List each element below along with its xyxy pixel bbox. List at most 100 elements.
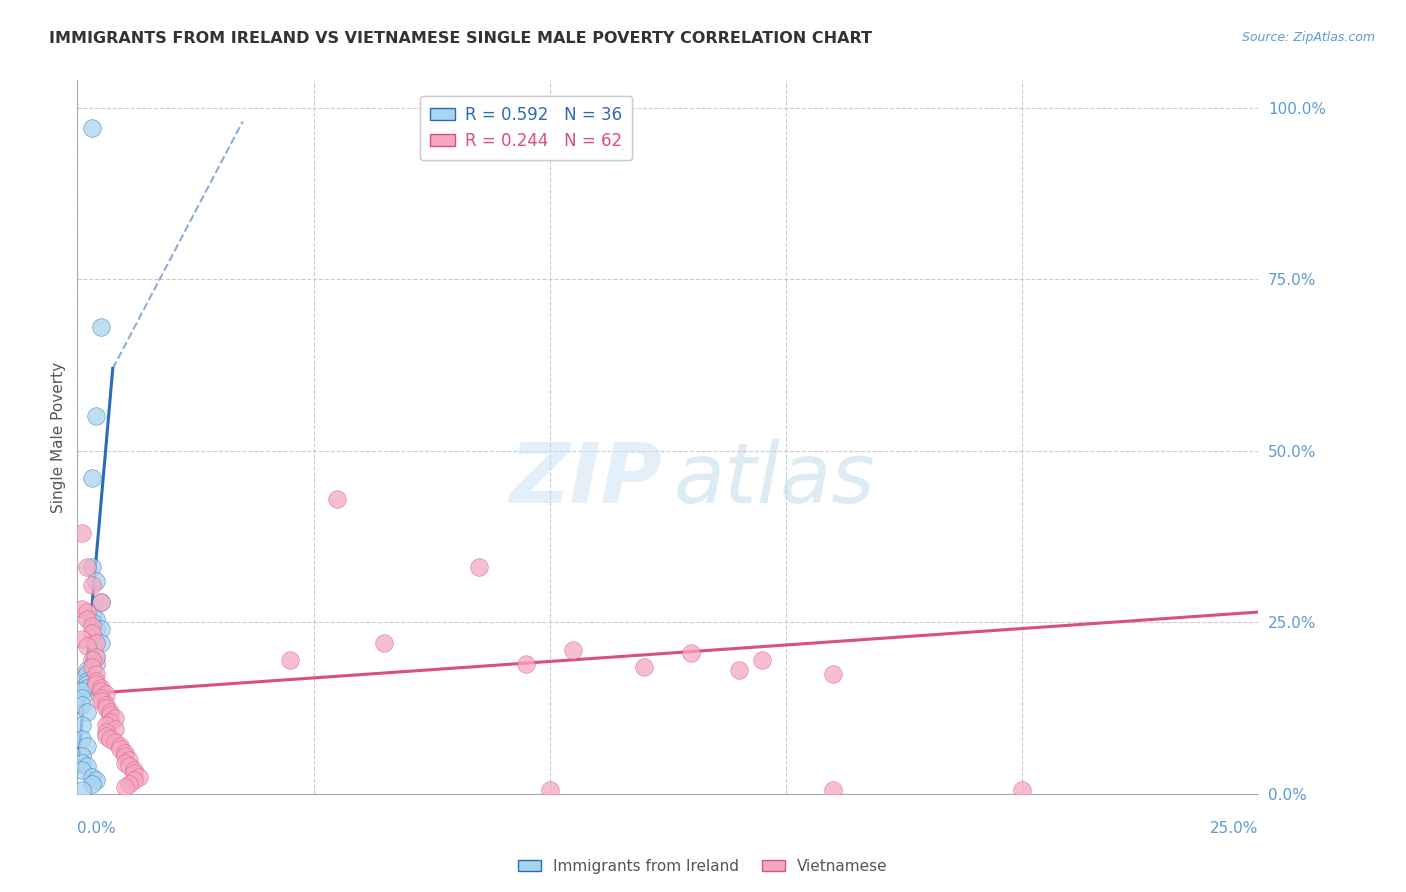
Point [80,121,103,136]
Point [114,756,136,770]
Point [84,574,107,589]
Point [84,677,107,691]
Point [76,677,98,691]
Text: 0.0%: 0.0% [77,822,117,837]
Point [80,625,103,640]
Point [90,320,112,334]
Point [76,605,98,619]
Point [118,776,141,790]
Point [84,636,107,650]
Point [80,615,103,630]
Point [278,653,301,667]
Point [118,753,141,767]
Point [373,636,395,650]
Point [76,664,98,678]
Point [70,763,93,777]
Point [538,783,561,797]
Point [128,770,150,784]
Text: 25.0%: 25.0% [1211,822,1258,837]
Point [100,705,122,719]
Point [104,722,127,736]
Point [84,666,107,681]
Point [84,622,107,636]
Point [70,684,93,698]
Point [94,698,117,712]
Point [80,577,103,591]
Point [114,780,136,794]
Point [70,526,93,541]
Text: atlas: atlas [673,440,876,520]
Text: ZIP: ZIP [509,440,662,520]
Point [122,763,145,777]
Point [76,705,98,719]
Point [515,657,537,671]
Point [80,608,103,623]
Text: Source: ZipAtlas.com: Source: ZipAtlas.com [1241,31,1375,45]
Point [751,653,773,667]
Point [76,739,98,753]
Point [80,776,103,790]
Point [84,409,107,424]
Point [94,701,117,715]
Point [84,773,107,788]
Point [823,666,845,681]
Point [80,653,103,667]
Point [84,673,107,688]
Point [114,746,136,760]
Point [94,718,117,732]
Point [80,471,103,485]
Point [114,749,136,764]
Point [70,718,93,732]
Point [90,681,112,695]
Point [76,681,98,695]
Point [70,731,93,746]
Y-axis label: Single Male Poverty: Single Male Poverty [51,361,66,513]
Point [70,756,93,770]
Point [70,632,93,647]
Point [100,731,122,746]
Point [84,612,107,626]
Point [326,491,349,506]
Point [76,759,98,773]
Point [84,649,107,664]
Legend: Immigrants from Ireland, Vietnamese: Immigrants from Ireland, Vietnamese [512,853,894,880]
Text: IMMIGRANTS FROM IRELAND VS VIETNAMESE SINGLE MALE POVERTY CORRELATION CHART: IMMIGRANTS FROM IRELAND VS VIETNAMESE SI… [49,31,872,46]
Point [70,783,93,797]
Point [122,773,145,788]
Point [76,560,98,574]
Point [90,636,112,650]
Point [122,766,145,780]
Point [90,622,112,636]
Point [76,612,98,626]
Point [100,708,122,723]
Point [84,649,107,664]
Point [681,646,703,660]
Point [94,729,117,743]
Point [823,783,845,797]
Point [104,711,127,725]
Point [76,673,98,688]
Point [76,640,98,654]
Point [100,714,122,729]
Point [633,660,655,674]
Point [84,657,107,671]
Point [70,690,93,705]
Point [118,759,141,773]
Point [104,735,127,749]
Point [70,601,93,615]
Point [90,684,112,698]
Point [80,619,103,633]
Point [1011,783,1033,797]
Point [562,642,585,657]
Point [94,687,117,701]
Point [90,690,112,705]
Point [108,739,131,753]
Legend: R = 0.592   N = 36, R = 0.244   N = 62: R = 0.592 N = 36, R = 0.244 N = 62 [420,95,633,160]
Point [94,725,117,739]
Point [90,595,112,609]
Point [80,770,103,784]
Point [727,664,749,678]
Point [90,595,112,609]
Point [84,636,107,650]
Point [468,560,491,574]
